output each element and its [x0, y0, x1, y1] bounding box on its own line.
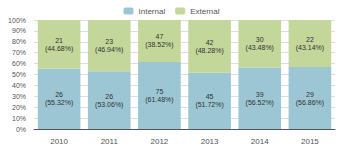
svg-text:(61.48%): (61.48%): [145, 96, 173, 104]
svg-text:26: 26: [105, 93, 113, 100]
svg-text:(56.86%): (56.86%): [296, 99, 324, 107]
svg-text:50%: 50%: [12, 71, 26, 78]
svg-text:45: 45: [206, 93, 214, 100]
svg-text:(48.28%): (48.28%): [195, 47, 223, 55]
svg-text:Internal: Internal: [138, 7, 165, 16]
svg-text:21: 21: [55, 37, 63, 44]
svg-text:30: 30: [256, 36, 264, 43]
svg-text:2012: 2012: [151, 137, 169, 146]
svg-text:(44.68%): (44.68%): [45, 45, 73, 53]
svg-text:22: 22: [306, 36, 314, 43]
svg-text:10%: 10%: [12, 115, 26, 122]
svg-text:75: 75: [156, 88, 164, 95]
svg-text:42: 42: [206, 39, 214, 46]
svg-text:2010: 2010: [50, 137, 68, 146]
svg-text:External: External: [190, 7, 220, 16]
svg-text:(43.48%): (43.48%): [246, 44, 274, 52]
svg-text:29: 29: [306, 91, 314, 98]
svg-text:(51.72%): (51.72%): [195, 101, 223, 109]
svg-text:47: 47: [156, 33, 164, 40]
svg-text:40%: 40%: [12, 82, 26, 89]
svg-text:90%: 90%: [12, 27, 26, 34]
svg-text:30%: 30%: [12, 93, 26, 100]
svg-text:2011: 2011: [101, 137, 119, 146]
svg-text:20%: 20%: [12, 104, 26, 111]
svg-text:(43.14%): (43.14%): [296, 44, 324, 52]
svg-text:(56.52%): (56.52%): [246, 99, 274, 107]
svg-text:70%: 70%: [12, 49, 26, 56]
svg-text:(46.94%): (46.94%): [95, 46, 123, 54]
svg-text:(53.06%): (53.06%): [95, 101, 123, 109]
svg-text:26: 26: [55, 91, 63, 98]
svg-text:2013: 2013: [201, 137, 219, 146]
svg-text:80%: 80%: [12, 38, 26, 45]
svg-text:(38.52%): (38.52%): [145, 41, 173, 49]
svg-text:0%: 0%: [16, 126, 26, 133]
svg-text:(55.32%): (55.32%): [45, 99, 73, 107]
svg-text:100%: 100%: [8, 17, 26, 24]
svg-text:23: 23: [105, 38, 113, 45]
svg-text:60%: 60%: [12, 60, 26, 67]
svg-text:2015: 2015: [301, 137, 319, 146]
svg-text:2014: 2014: [251, 137, 269, 146]
svg-text:39: 39: [256, 91, 264, 98]
